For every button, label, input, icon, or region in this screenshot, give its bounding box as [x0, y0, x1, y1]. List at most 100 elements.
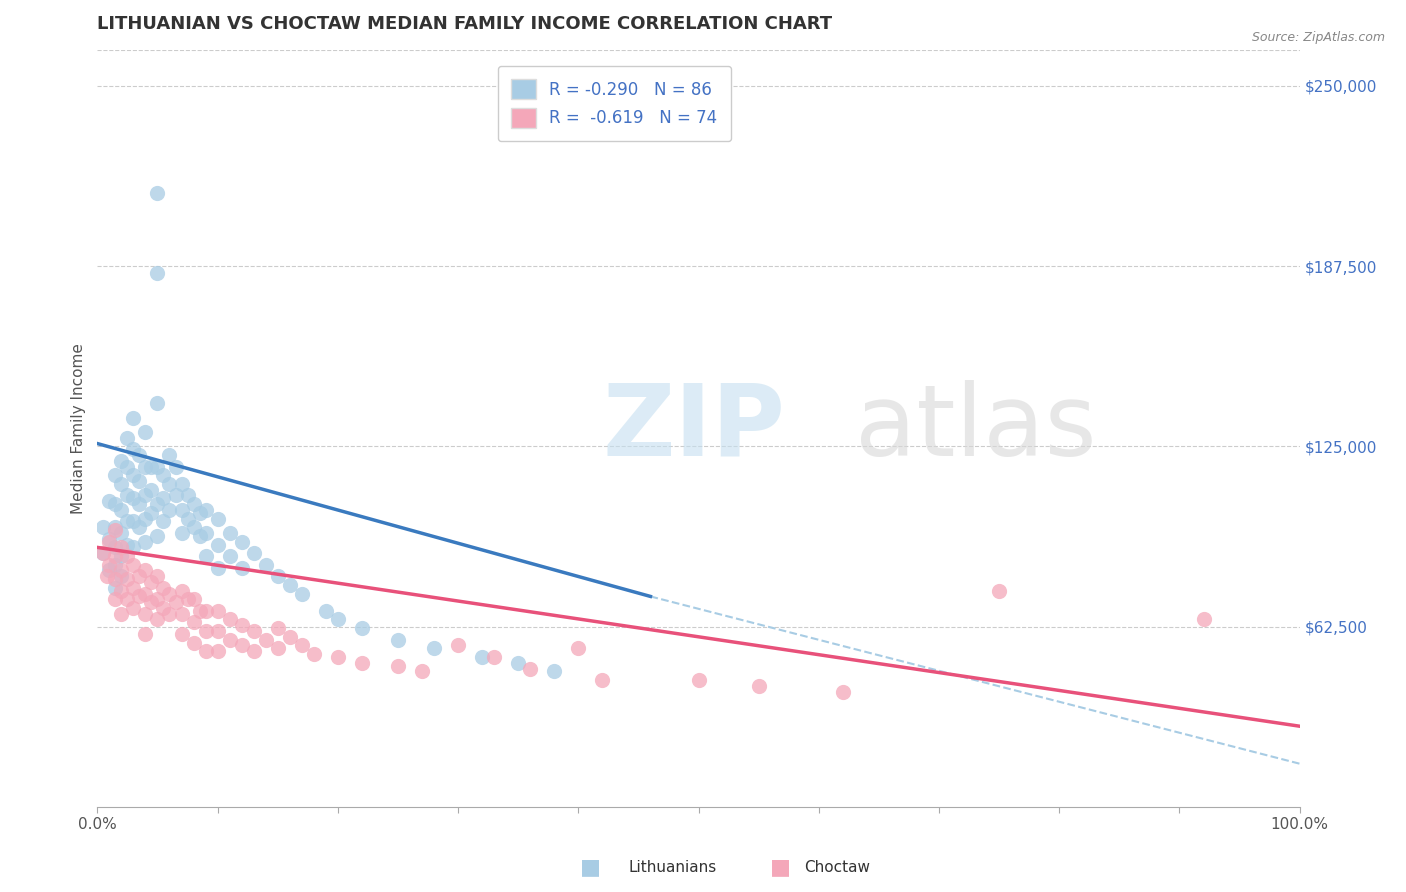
Point: [242, 644, 264, 658]
Point: [117, 459, 139, 474]
Point: [165, 595, 187, 609]
Point: [110, 549, 132, 563]
Text: ■: ■: [581, 857, 600, 877]
Point: [831, 684, 853, 698]
Point: [315, 604, 337, 618]
Point: [242, 624, 264, 638]
Point: [165, 488, 187, 502]
Point: [134, 425, 156, 439]
Point: [134, 459, 156, 474]
Point: [152, 491, 174, 506]
Point: [110, 503, 132, 517]
Point: [146, 613, 169, 627]
Point: [387, 632, 409, 647]
Point: [146, 186, 169, 200]
Point: [104, 520, 127, 534]
Point: [146, 569, 169, 583]
Point: [326, 650, 349, 665]
Point: [117, 549, 139, 563]
Point: [128, 497, 150, 511]
Point: [128, 520, 150, 534]
Point: [117, 572, 139, 586]
Point: [159, 607, 181, 621]
Point: [93, 546, 115, 560]
Point: [278, 630, 301, 644]
Point: [471, 650, 494, 665]
Point: [146, 459, 169, 474]
Point: [134, 627, 156, 641]
Point: [387, 658, 409, 673]
Y-axis label: Median Family Income: Median Family Income: [72, 343, 86, 514]
Point: [176, 488, 198, 502]
Point: [159, 503, 181, 517]
Point: [122, 491, 145, 506]
Point: [134, 564, 156, 578]
Point: [183, 497, 205, 511]
Point: [170, 525, 193, 540]
Point: [146, 497, 169, 511]
Point: [188, 506, 211, 520]
Text: LITHUANIAN VS CHOCTAW MEDIAN FAMILY INCOME CORRELATION CHART: LITHUANIAN VS CHOCTAW MEDIAN FAMILY INCO…: [97, 15, 832, 33]
Point: [117, 431, 139, 445]
Point: [567, 641, 589, 656]
Text: ■: ■: [770, 857, 790, 877]
Point: [218, 632, 240, 647]
Point: [122, 558, 145, 572]
Point: [218, 549, 240, 563]
Point: [218, 525, 240, 540]
Point: [104, 468, 127, 483]
Point: [218, 613, 240, 627]
Point: [104, 558, 127, 572]
Point: [128, 448, 150, 462]
Point: [134, 488, 156, 502]
Text: Choctaw: Choctaw: [804, 860, 870, 874]
Point: [291, 586, 314, 600]
Point: [104, 497, 127, 511]
Point: [134, 586, 156, 600]
Point: [423, 641, 446, 656]
Point: [104, 541, 127, 555]
Point: [110, 583, 132, 598]
Point: [183, 635, 205, 649]
Point: [122, 515, 145, 529]
Point: [128, 474, 150, 488]
Point: [254, 632, 277, 647]
Point: [231, 618, 253, 632]
Point: [110, 454, 132, 468]
Point: [128, 590, 150, 604]
Point: [231, 534, 253, 549]
Point: [98, 564, 121, 578]
Point: [519, 661, 541, 675]
Point: [748, 679, 770, 693]
Point: [188, 529, 211, 543]
Point: [110, 569, 132, 583]
Point: [543, 665, 565, 679]
Point: [122, 601, 145, 615]
Point: [170, 503, 193, 517]
Point: [207, 560, 229, 574]
Text: Lithuanians: Lithuanians: [628, 860, 717, 874]
Point: [122, 410, 145, 425]
Point: [104, 549, 127, 563]
Point: [194, 644, 217, 658]
Point: [170, 477, 193, 491]
Point: [104, 523, 127, 537]
Point: [278, 578, 301, 592]
Point: [146, 266, 169, 280]
Point: [141, 459, 163, 474]
Point: [207, 537, 229, 551]
Point: [152, 581, 174, 595]
Point: [98, 532, 121, 546]
Point: [194, 604, 217, 618]
Point: [117, 592, 139, 607]
Point: [110, 541, 132, 555]
Point: [688, 673, 710, 687]
Point: [122, 581, 145, 595]
Point: [134, 534, 156, 549]
Point: [326, 613, 349, 627]
Point: [104, 572, 127, 586]
Point: [117, 488, 139, 502]
Point: [508, 656, 530, 670]
Point: [117, 537, 139, 551]
Point: [231, 560, 253, 574]
